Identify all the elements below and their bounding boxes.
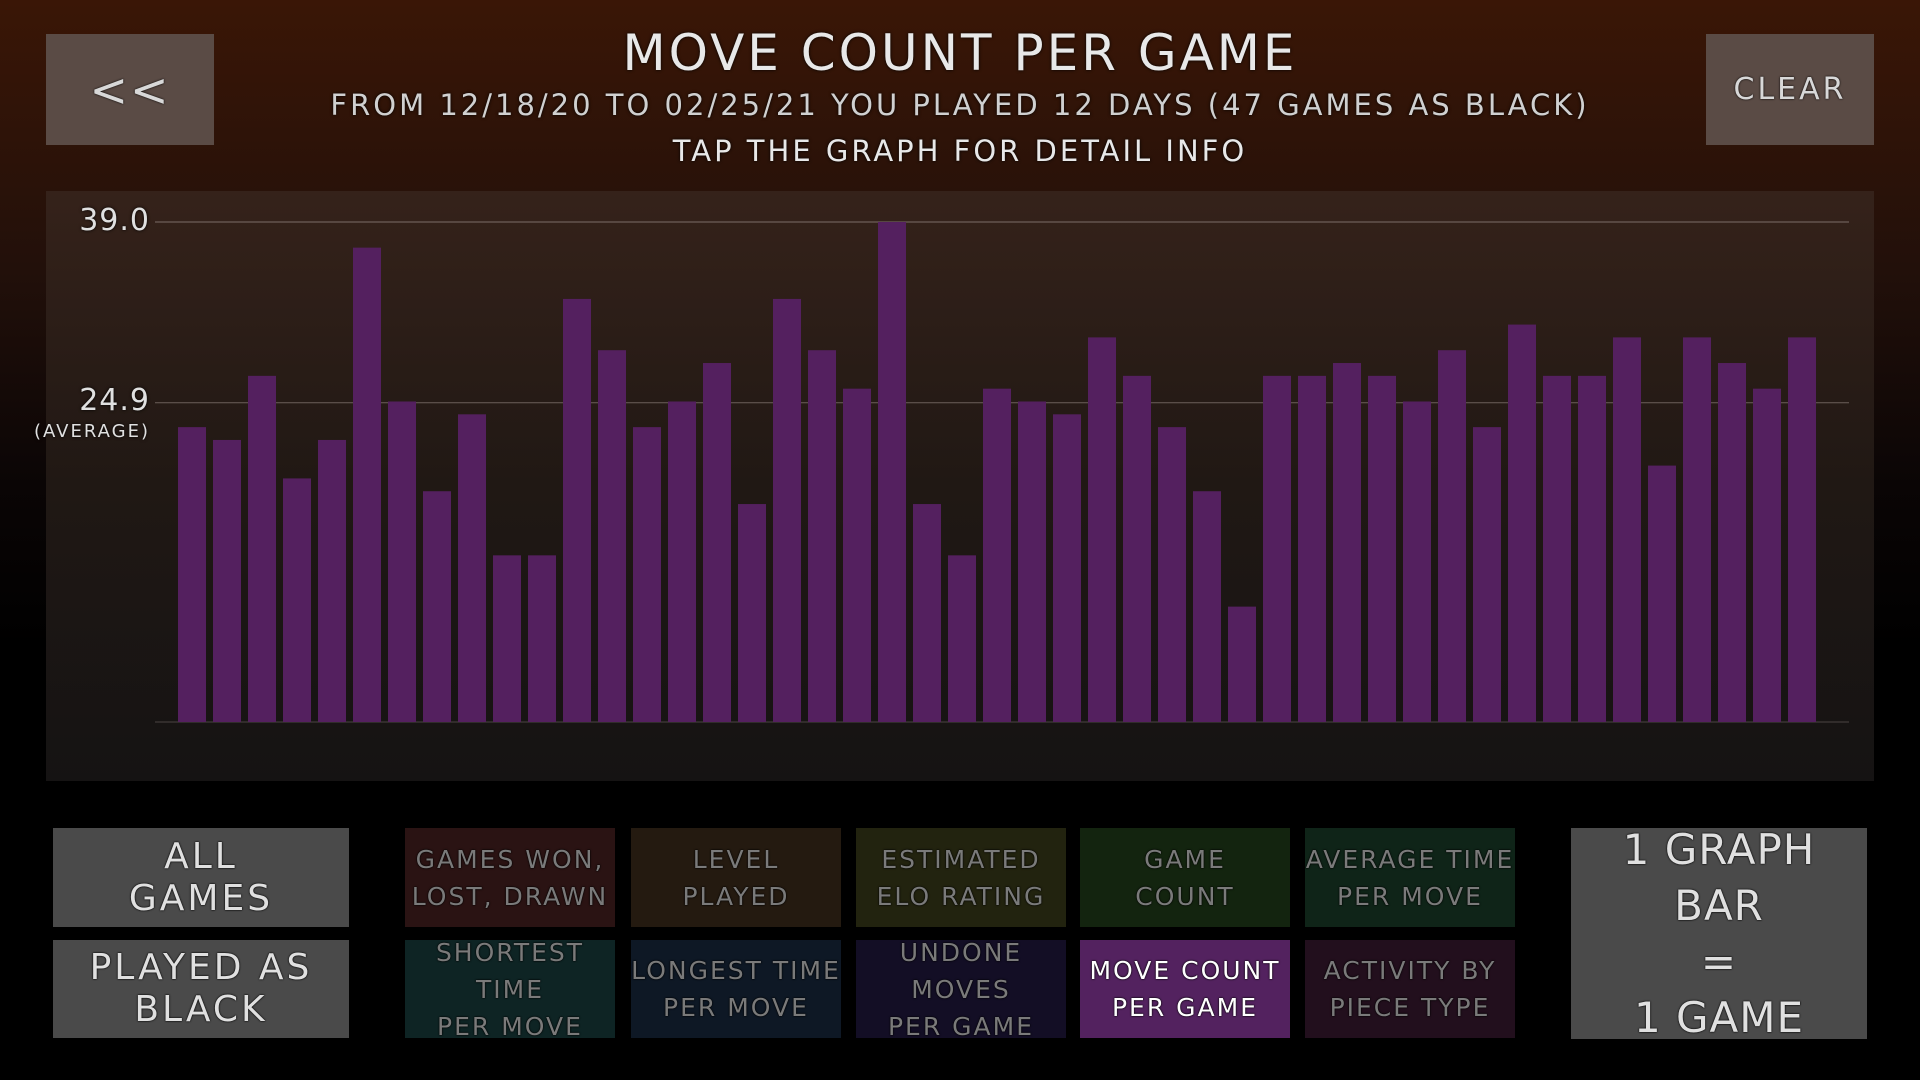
bar-game-19[interactable]: [808, 350, 836, 722]
bar-game-34[interactable]: [1333, 363, 1361, 722]
bar-game-46[interactable]: [1753, 388, 1781, 722]
bar-game-21[interactable]: [878, 222, 906, 722]
chart-svg[interactable]: [46, 191, 1874, 781]
graph-type-button[interactable]: AVERAGE TIME PER MOVE: [1305, 828, 1515, 927]
graph-type-button[interactable]: MOVE COUNT PER GAME: [1080, 940, 1290, 1038]
bar-game-31[interactable]: [1228, 606, 1256, 722]
bar-game-23[interactable]: [948, 555, 976, 722]
bar-game-17[interactable]: [738, 504, 766, 722]
played-as-black-filter-button[interactable]: PLAYED AS BLACK: [53, 940, 349, 1038]
bar-game-6[interactable]: [353, 247, 381, 722]
graph-type-button[interactable]: ESTIMATED ELO RATING: [856, 828, 1066, 927]
bar-game-14[interactable]: [633, 427, 661, 722]
graph-type-button[interactable]: SHORTEST TIME PER MOVE: [405, 938, 615, 1041]
graph-type-button[interactable]: LONGEST TIME PER MOVE: [631, 940, 841, 1038]
bar-game-38[interactable]: [1473, 427, 1501, 722]
bar-game-42[interactable]: [1613, 337, 1641, 722]
bar-unit-label: 1 GRAPH BAR = 1 GAME: [1571, 825, 1867, 1042]
graph-type-button[interactable]: UNDONE MOVES PER GAME: [856, 938, 1066, 1041]
graph-type-button[interactable]: GAMES WON, LOST, DRAWN: [405, 828, 615, 927]
bar-game-7[interactable]: [388, 401, 416, 722]
bar-game-45[interactable]: [1718, 363, 1746, 722]
bar-game-39[interactable]: [1508, 324, 1536, 722]
bar-game-27[interactable]: [1088, 337, 1116, 722]
bar-game-16[interactable]: [703, 363, 731, 722]
bar-game-5[interactable]: [318, 439, 346, 722]
y-tick-average-label: (AVERAGE): [34, 421, 150, 442]
bar-game-29[interactable]: [1158, 427, 1186, 722]
bar-game-12[interactable]: [563, 298, 591, 722]
bar-game-36[interactable]: [1403, 401, 1431, 722]
bar-game-1[interactable]: [178, 427, 206, 722]
bar-game-37[interactable]: [1438, 350, 1466, 722]
bar-game-47[interactable]: [1788, 337, 1816, 722]
all-games-filter-button[interactable]: ALL GAMES: [53, 828, 349, 927]
bar-game-11[interactable]: [528, 555, 556, 722]
page-title: MOVE COUNT PER GAME: [622, 24, 1298, 82]
bar-game-13[interactable]: [598, 350, 626, 722]
bar-game-24[interactable]: [983, 388, 1011, 722]
bar-game-18[interactable]: [773, 298, 801, 722]
bar-game-15[interactable]: [668, 401, 696, 722]
bar-game-32[interactable]: [1263, 375, 1291, 722]
tap-hint: TAP THE GRAPH FOR DETAIL INFO: [672, 134, 1248, 168]
bar-game-35[interactable]: [1368, 375, 1396, 722]
clear-button[interactable]: CLEAR: [1706, 34, 1874, 145]
back-button[interactable]: <<: [46, 34, 214, 145]
y-tick-max: 39.0: [79, 203, 150, 238]
bar-game-2[interactable]: [213, 439, 241, 722]
graph-type-button[interactable]: LEVEL PLAYED: [631, 828, 841, 927]
bar-game-41[interactable]: [1578, 375, 1606, 722]
bar-game-44[interactable]: [1683, 337, 1711, 722]
bar-game-26[interactable]: [1053, 414, 1081, 722]
bar-game-9[interactable]: [458, 414, 486, 722]
bar-game-30[interactable]: [1193, 491, 1221, 722]
bar-game-22[interactable]: [913, 504, 941, 722]
y-tick-average: 24.9: [79, 383, 150, 418]
bar-game-8[interactable]: [423, 491, 451, 722]
bar-game-33[interactable]: [1298, 375, 1326, 722]
bar-game-40[interactable]: [1543, 375, 1571, 722]
bar-game-28[interactable]: [1123, 375, 1151, 722]
bar-game-3[interactable]: [248, 375, 276, 722]
graph-type-button[interactable]: GAME COUNT: [1080, 828, 1290, 927]
bar-game-10[interactable]: [493, 555, 521, 722]
graph-type-button[interactable]: ACTIVITY BY PIECE TYPE: [1305, 940, 1515, 1038]
bar-game-25[interactable]: [1018, 401, 1046, 722]
bar-game-20[interactable]: [843, 388, 871, 722]
bar-game-4[interactable]: [283, 478, 311, 722]
bar-chart[interactable]: 39.0 24.9 (AVERAGE): [34, 191, 1874, 781]
date-range-summary: FROM 12/18/20 TO 02/25/21 YOU PLAYED 12 …: [330, 88, 1590, 122]
bar-game-43[interactable]: [1648, 465, 1676, 722]
